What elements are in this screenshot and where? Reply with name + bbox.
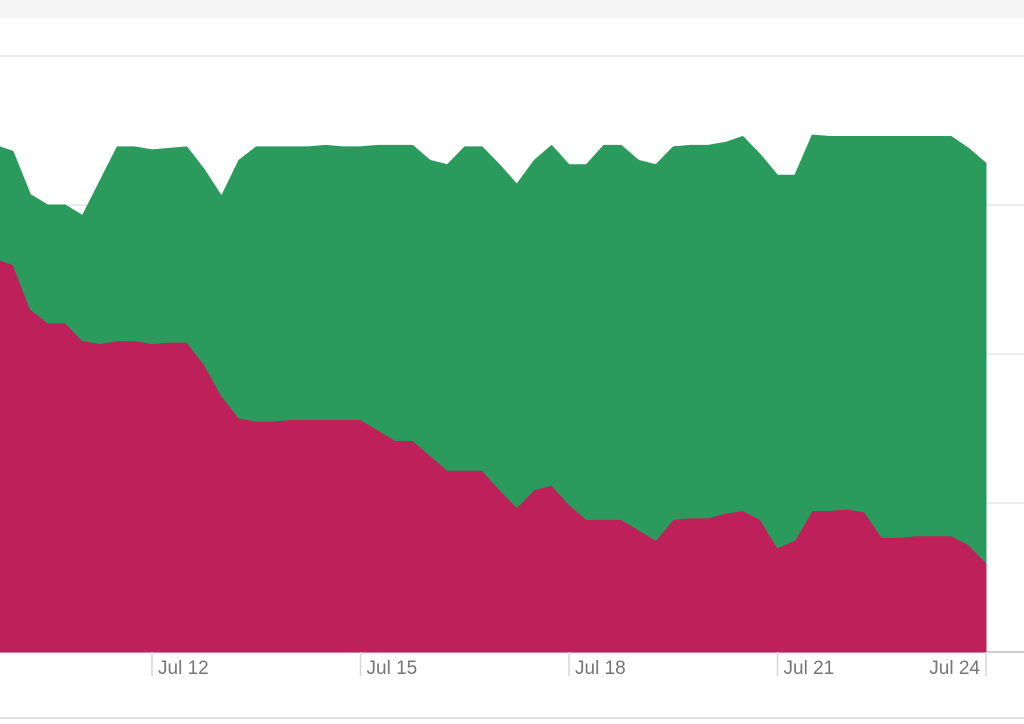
area xyxy=(0,134,987,564)
x-tick-label: Jul 21 xyxy=(784,658,835,679)
x-tick-label: Jul 24 xyxy=(929,658,980,679)
x-tick-label: Jul 12 xyxy=(158,658,209,679)
x-tick-label: Jul 15 xyxy=(367,658,418,679)
top-bar xyxy=(0,0,1024,18)
x-tick-label: Jul 18 xyxy=(575,658,626,679)
